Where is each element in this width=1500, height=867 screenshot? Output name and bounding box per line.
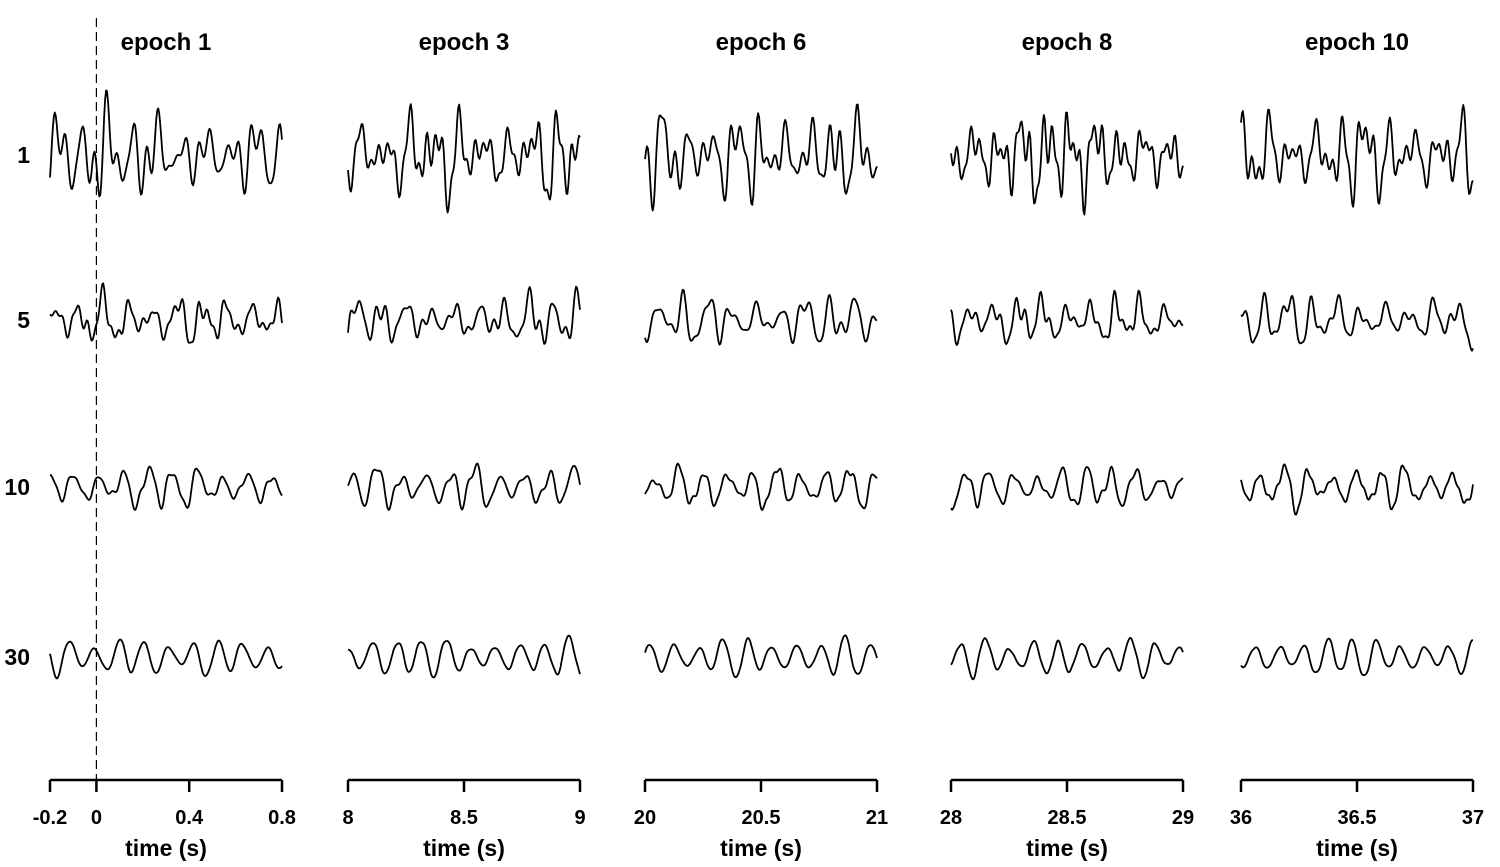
- epoch-titles: epoch 1 epoch 3 epoch 6 epoch 8 epoch 10: [121, 29, 1409, 56]
- x-tick-label-5-0: 36: [1230, 807, 1252, 829]
- epoch-title-1: epoch 1: [121, 29, 212, 56]
- x-tick-label-5-2: 37: [1462, 807, 1484, 829]
- trace-epoch-2-row-10: [347, 462, 581, 511]
- trace-epoch-5-row-5: [1240, 291, 1474, 352]
- x-tick-label-1-0: -0.2: [33, 807, 67, 829]
- trace-epoch-3-row-1: [644, 103, 878, 212]
- x-tick-label-4-0: 28: [940, 807, 962, 829]
- row-label-1: 1: [17, 142, 30, 168]
- x-tick-label-5-1: 36.5: [1338, 807, 1377, 829]
- x-axes: -0.2 0 0.4 0.8 time (s) 8 8.5 9 time (s) 20 20.5 21…: [33, 778, 1484, 861]
- x-tick-label-4-2: 29: [1172, 807, 1194, 829]
- trace-epoch-2-row-1: [347, 103, 581, 214]
- x-axis-label-2: time (s): [423, 835, 505, 861]
- row-label-5: 5: [17, 307, 30, 333]
- epoch-title-2: epoch 3: [419, 29, 510, 56]
- x-tick-label-3-1: 20.5: [742, 807, 781, 829]
- x-tick-label-1-2: 0.4: [175, 807, 204, 829]
- x-axis-label-1: time (s): [125, 835, 207, 861]
- x-axis-label-5: time (s): [1316, 835, 1398, 861]
- trace-epoch-4-row-10: [950, 465, 1184, 511]
- trace-epoch-3-row-5: [644, 288, 878, 346]
- x-tick-label-3-2: 21: [866, 807, 888, 829]
- x-tick-label-1-1: 0: [91, 807, 102, 829]
- epoch-title-4: epoch 8: [1022, 29, 1113, 56]
- trace-epoch-1-row-30: [49, 638, 283, 680]
- trace-epoch-2-row-5: [347, 285, 581, 345]
- x-tick-label-1-3: 0.8: [268, 807, 296, 829]
- x-axis-label-4: time (s): [1026, 835, 1108, 861]
- epoch-title-3: epoch 6: [716, 29, 807, 56]
- x-tick-label-4-1: 28.5: [1048, 807, 1087, 829]
- x-tick-label-3-0: 20: [634, 807, 656, 829]
- traces: [49, 89, 1474, 681]
- trace-epoch-4-row-5: [950, 289, 1184, 346]
- x-tick-label-2-2: 9: [574, 807, 585, 829]
- trace-epoch-1-row-1: [49, 89, 283, 198]
- trace-epoch-1-row-10: [49, 465, 283, 511]
- trace-epoch-1-row-5: [49, 282, 283, 344]
- x-tick-label-2-1: 8.5: [450, 807, 478, 829]
- row-labels: 1 5 10 30: [4, 142, 30, 670]
- trace-epoch-2-row-30: [347, 634, 581, 679]
- trace-epoch-4-row-30: [950, 637, 1184, 681]
- row-label-10: 10: [4, 474, 30, 500]
- x-tick-label-2-0: 8: [342, 807, 353, 829]
- trace-epoch-3-row-10: [644, 462, 878, 511]
- trace-epoch-4-row-1: [950, 111, 1184, 216]
- row-label-30: 30: [4, 644, 30, 670]
- trace-epoch-5-row-10: [1240, 463, 1474, 516]
- epoch-title-5: epoch 10: [1305, 29, 1409, 56]
- trace-epoch-3-row-30: [644, 634, 878, 679]
- x-axis-label-3: time (s): [720, 835, 802, 861]
- trace-epoch-5-row-1: [1240, 104, 1474, 208]
- trace-epoch-5-row-30: [1240, 637, 1474, 677]
